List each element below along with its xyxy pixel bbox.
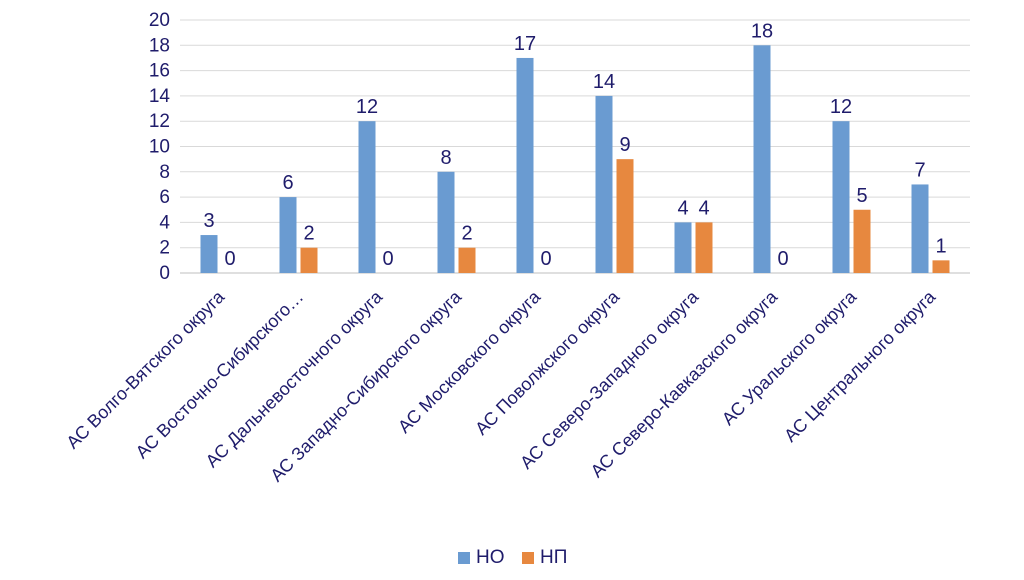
- bar-np: [300, 247, 318, 273]
- legend-label-no: НО: [476, 547, 505, 568]
- bar-no: [200, 235, 218, 273]
- data-label-no: 7: [914, 159, 925, 181]
- bar-np: [853, 209, 871, 273]
- bar-no: [516, 57, 534, 274]
- data-label-np: 1: [935, 235, 946, 257]
- legend-label-np: НП: [540, 547, 567, 568]
- y-tick-label: 0: [159, 263, 170, 284]
- y-tick-label: 20: [149, 10, 170, 31]
- data-label-np: 4: [698, 197, 709, 219]
- y-tick-label: 4: [159, 212, 170, 233]
- bar-no: [358, 121, 376, 273]
- legend: НО НП: [458, 547, 567, 568]
- bar-no: [595, 95, 613, 274]
- data-label-no: 12: [830, 96, 852, 118]
- y-tick-label: 10: [149, 137, 170, 158]
- y-axis: 0 2 4 6 8 10 12 14 16 18 20: [149, 10, 171, 284]
- data-label-np: 2: [303, 223, 314, 245]
- data-label-np: 0: [224, 248, 235, 270]
- y-tick-label: 6: [159, 187, 170, 208]
- data-label-np: 0: [540, 248, 551, 270]
- data-label-np: 5: [856, 185, 867, 207]
- bar-np: [616, 159, 634, 273]
- data-label-no: 12: [356, 96, 378, 118]
- bar-no: [437, 171, 455, 273]
- bar-no: [279, 197, 297, 273]
- data-label-np: 0: [777, 248, 788, 270]
- bar-np: [458, 247, 476, 273]
- data-label-no: 4: [677, 197, 688, 219]
- bar-no: [911, 184, 929, 273]
- data-label-no: 8: [440, 147, 451, 169]
- y-tick-label: 18: [149, 35, 170, 56]
- x-category-label: АС Поволжского округа: [471, 286, 624, 439]
- data-label-no: 3: [203, 210, 214, 232]
- y-tick-label: 12: [149, 111, 170, 132]
- bar-no: [832, 121, 850, 273]
- x-category-label: АС Восточно-Сибирского…: [132, 287, 308, 463]
- bar-np: [695, 222, 713, 273]
- data-label-np: 9: [619, 134, 630, 156]
- data-label-no: 14: [593, 71, 615, 93]
- x-category-label: АС Центрального округа: [780, 286, 940, 446]
- bar-no: [674, 222, 692, 273]
- legend-swatch-no: [458, 552, 470, 564]
- bars: [200, 45, 950, 274]
- grid-lines: [180, 19, 970, 274]
- bar-no: [753, 45, 771, 273]
- x-category-label: АС Московского округа: [394, 286, 545, 437]
- y-tick-label: 14: [149, 86, 171, 107]
- data-label-no: 17: [514, 33, 536, 55]
- data-label-no: 6: [282, 172, 293, 194]
- x-category-label: АС Волго-Вятского округа: [62, 286, 229, 453]
- y-tick-label: 2: [159, 238, 170, 259]
- data-label-np: 2: [461, 223, 472, 245]
- data-label-no: 18: [751, 20, 773, 42]
- x-category-label: АС Уральского округа: [718, 286, 861, 429]
- y-tick-label: 8: [159, 162, 170, 183]
- legend-swatch-np: [522, 552, 534, 564]
- bar-np: [932, 260, 950, 273]
- y-tick-label: 16: [149, 61, 170, 82]
- data-label-np: 0: [382, 248, 393, 270]
